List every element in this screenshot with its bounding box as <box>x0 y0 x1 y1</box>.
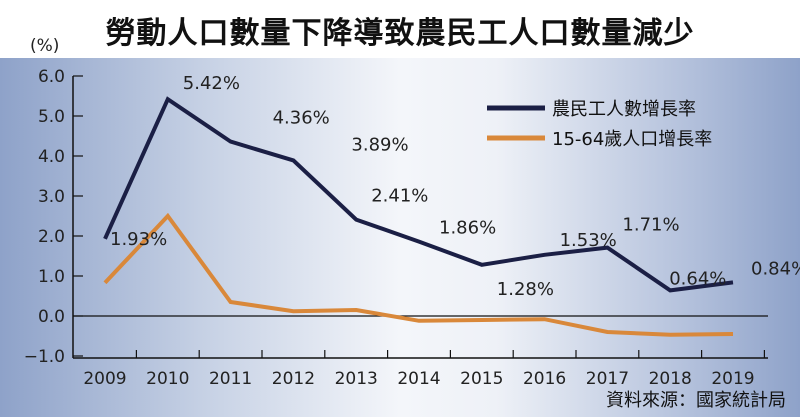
data-label: 1.93% <box>110 229 167 250</box>
y-tick-label: 5.0 <box>38 107 65 127</box>
y-tick-label: 0.0 <box>38 307 65 327</box>
x-tick-label: 2015 <box>460 369 503 389</box>
y-axis-unit: (%) <box>30 36 60 56</box>
x-tick-label: 2018 <box>649 369 692 389</box>
data-label: 1.71% <box>622 215 679 236</box>
legend-label-2: 15-64歲人口增長率 <box>552 129 712 150</box>
x-tick-label: 2009 <box>83 369 126 389</box>
data-label: 3.89% <box>351 134 408 155</box>
data-label: 1.86% <box>439 218 496 239</box>
data-label: 5.42% <box>183 73 240 94</box>
x-tick-label: 2012 <box>272 369 315 389</box>
x-tick-label: 2019 <box>711 369 754 389</box>
data-label: 1.28% <box>497 279 554 300</box>
x-tick-label: 2013 <box>335 369 378 389</box>
y-tick-label: 6.0 <box>38 67 65 87</box>
y-tick-label: 4.0 <box>38 147 65 167</box>
x-tick-label: 2010 <box>146 369 189 389</box>
x-tick-label: 2016 <box>523 369 566 389</box>
data-label: 4.36% <box>273 108 330 129</box>
title-bar: 勞動人口數量下降導致農民工人口數量減少 <box>0 0 800 58</box>
x-tick-label: 2011 <box>209 369 252 389</box>
data-label: 2.41% <box>371 186 428 207</box>
data-label: 0.84% <box>751 258 800 279</box>
y-tick-label: 3.0 <box>38 187 65 207</box>
x-tick-label: 2014 <box>397 369 440 389</box>
data-label: 0.64% <box>669 268 726 289</box>
y-tick-label: −1.0 <box>24 347 65 367</box>
source-note: 資料來源：國家統計局 <box>606 390 786 411</box>
legend-label-1: 農民工人數增長率 <box>552 99 696 120</box>
chart-title: 勞動人口數量下降導致農民工人口數量減少 <box>105 16 695 51</box>
x-tick-label: 2017 <box>586 369 629 389</box>
y-tick-label: 1.0 <box>38 267 65 287</box>
data-label: 1.53% <box>560 230 617 251</box>
y-tick-label: 2.0 <box>38 227 65 247</box>
